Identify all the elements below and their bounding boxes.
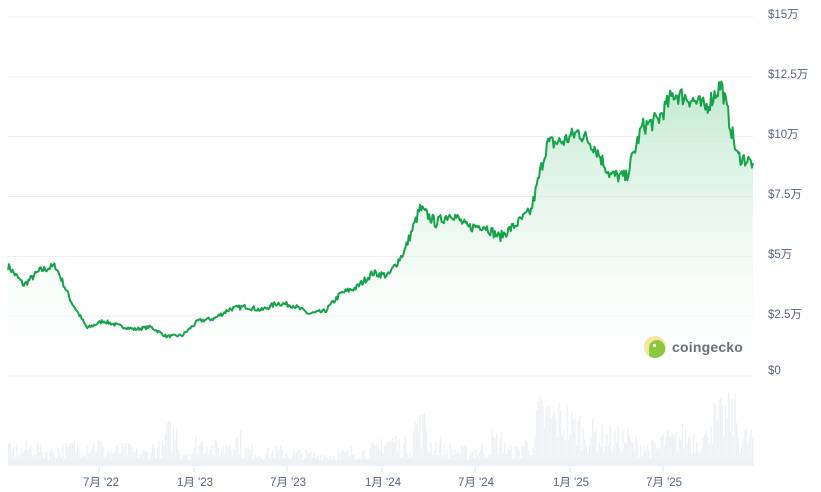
- x-tick-label: 7月 '23: [269, 477, 307, 489]
- x-tick-label: 1月 '23: [176, 477, 214, 489]
- y-tick-label: $5万: [768, 249, 793, 261]
- x-tick-label: 1月 '24: [364, 477, 402, 489]
- x-tick-marks: [98, 466, 664, 472]
- price-line[interactable]: [7, 80, 754, 339]
- gecko-logo-icon: [644, 336, 666, 358]
- price-area: [8, 81, 753, 376]
- y-tick-label: $12.5万: [768, 69, 809, 81]
- x-tick-label: 7月 '24: [457, 477, 495, 489]
- x-tick-label: 1月 '25: [552, 477, 590, 489]
- x-tick-label: 7月 '22: [82, 477, 120, 489]
- x-tick-label: 7月 '25: [645, 477, 683, 489]
- y-tick-label: $15万: [768, 9, 799, 21]
- volume-bars: [8, 392, 754, 466]
- y-tick-label: $2.5万: [768, 309, 802, 321]
- y-tick-label: $7.5万: [768, 189, 802, 201]
- watermark-text: coingecko: [672, 339, 744, 355]
- coingecko-watermark: coingecko: [644, 336, 743, 358]
- y-tick-label: $10万: [768, 129, 799, 141]
- y-tick-label: $0: [768, 365, 781, 377]
